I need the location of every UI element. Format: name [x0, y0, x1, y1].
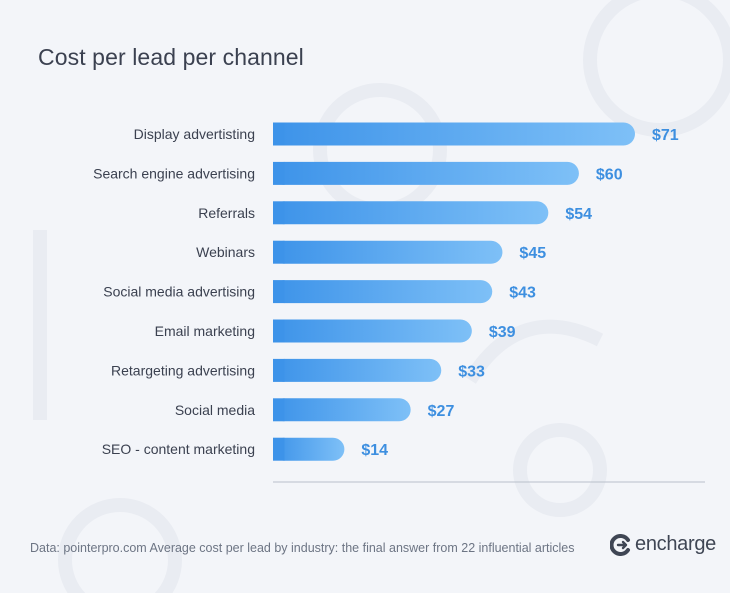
- value-label: $45: [519, 245, 546, 262]
- bar-base: [273, 201, 285, 225]
- bar: [273, 398, 411, 422]
- value-label: $71: [652, 127, 679, 144]
- bar: [273, 319, 472, 343]
- category-label: SEO - content marketing: [102, 441, 255, 457]
- value-label: $60: [596, 166, 623, 183]
- value-label: $43: [509, 285, 536, 302]
- bar-base: [273, 122, 285, 146]
- category-label: Social media advertising: [103, 284, 255, 300]
- bar: [273, 358, 442, 382]
- encharge-logo-icon: [610, 533, 630, 556]
- bar-base: [273, 358, 285, 382]
- value-label: $54: [565, 206, 592, 223]
- bar-base: [273, 280, 285, 304]
- value-label: $39: [489, 324, 516, 341]
- bar-base: [273, 161, 285, 185]
- category-label: Display advertisting: [134, 126, 255, 142]
- value-label: $33: [458, 363, 485, 380]
- value-label: $14: [361, 442, 388, 459]
- brand-logo: encharge: [610, 533, 716, 556]
- bar: [273, 437, 345, 461]
- category-label: Retargeting advertising: [111, 362, 255, 378]
- category-label: Social media: [175, 402, 255, 418]
- bar: [273, 122, 635, 146]
- bar-base: [273, 240, 285, 264]
- category-label: Email marketing: [155, 323, 255, 339]
- logo-text: encharge: [635, 533, 716, 555]
- source-note: Data: pointerpro.com Average cost per le…: [30, 541, 575, 555]
- bar: [273, 280, 493, 304]
- chart-title: Cost per lead per channel: [38, 44, 304, 70]
- bar-base: [273, 319, 285, 343]
- bar: [273, 240, 503, 264]
- bar-base: [273, 437, 285, 461]
- category-label: Search engine advertising: [93, 165, 255, 181]
- bar-base: [273, 398, 285, 422]
- value-label: $27: [428, 403, 455, 420]
- bar: [273, 161, 579, 185]
- category-label: Referrals: [198, 205, 255, 221]
- bar: [273, 201, 549, 225]
- category-label: Webinars: [196, 244, 255, 260]
